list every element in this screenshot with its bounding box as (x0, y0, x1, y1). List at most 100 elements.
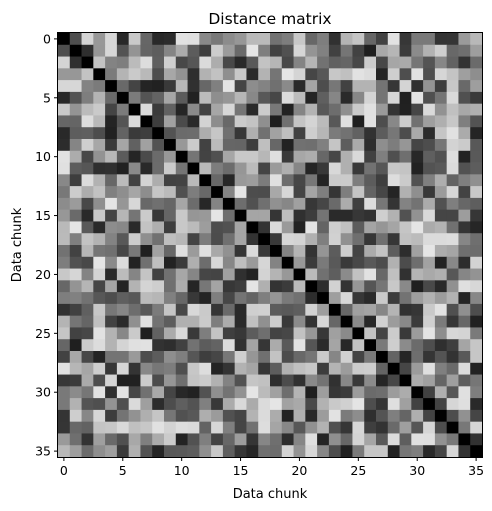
heatmap-cell (458, 398, 471, 411)
heatmap-cell (446, 339, 459, 352)
heatmap-cell (434, 80, 448, 93)
heatmap-cell (328, 433, 342, 446)
heatmap-cell (128, 209, 141, 222)
heatmap-cell (364, 409, 377, 423)
heatmap-cell (222, 268, 236, 281)
heatmap-cell (446, 245, 459, 258)
heatmap-cell (258, 209, 271, 222)
heatmap-cell (164, 315, 177, 328)
heatmap-cell (293, 233, 306, 246)
heatmap-cell (81, 362, 94, 375)
heatmap-cell (164, 127, 177, 140)
heatmap-cell (305, 351, 318, 364)
heatmap-cell (340, 339, 353, 352)
heatmap-cell (328, 445, 342, 458)
heatmap-cell (140, 186, 153, 199)
heatmap-cell (340, 33, 353, 46)
heatmap-cell (58, 33, 71, 46)
heatmap-cell (434, 44, 448, 57)
heatmap-cell (258, 280, 271, 293)
heatmap-cell (281, 386, 294, 399)
heatmap-cell (423, 91, 436, 105)
heatmap-cell (69, 421, 82, 434)
heatmap-cell (69, 386, 82, 399)
heatmap-cell (81, 139, 94, 152)
heatmap-cell (128, 115, 141, 128)
heatmap-cell (446, 44, 459, 57)
heatmap-cell (246, 91, 259, 105)
heatmap-cell (222, 445, 236, 458)
heatmap-cell (328, 150, 342, 163)
heatmap-cell (69, 327, 82, 340)
heatmap-cell (305, 162, 318, 175)
heatmap-cell (116, 127, 130, 140)
heatmap-cell (246, 280, 259, 293)
heatmap-cell (246, 315, 259, 328)
heatmap-cell (128, 221, 141, 234)
heatmap-cell (128, 197, 141, 211)
heatmap-cell (399, 103, 412, 116)
heatmap-cell (434, 91, 448, 105)
heatmap-cell (352, 103, 365, 116)
heatmap-cell (199, 268, 212, 281)
heatmap-cell (458, 421, 471, 434)
heatmap-cell (164, 162, 177, 175)
heatmap-cell (128, 68, 141, 81)
heatmap-cell (164, 68, 177, 81)
x-tick-label: 30 (409, 463, 425, 478)
heatmap-cell (340, 409, 353, 423)
heatmap-cell (270, 33, 283, 46)
heatmap-cell (175, 115, 188, 128)
heatmap-cell (411, 197, 424, 211)
heatmap-cell (116, 327, 130, 340)
heatmap-cell (411, 398, 424, 411)
heatmap-cell (470, 174, 483, 187)
heatmap-cell (376, 445, 389, 458)
heatmap-cell (164, 268, 177, 281)
y-tick-label: 0 (43, 31, 51, 46)
heatmap-cell (222, 362, 236, 375)
heatmap-cell (222, 433, 236, 446)
heatmap-cell (434, 386, 448, 399)
heatmap-cell (81, 315, 94, 328)
heatmap-cell (81, 209, 94, 222)
heatmap-cell (446, 68, 459, 81)
heatmap-cell (270, 80, 283, 93)
y-tick-label: 20 (35, 267, 51, 282)
heatmap-cell (387, 433, 400, 446)
heatmap-cell (164, 374, 177, 387)
heatmap-cell (352, 68, 365, 81)
heatmap-cell (152, 33, 165, 46)
heatmap-cell (246, 197, 259, 211)
heatmap-cell (387, 103, 400, 116)
heatmap-cell (222, 103, 236, 116)
heatmap-cell (187, 33, 200, 46)
heatmap-cell (93, 339, 106, 352)
heatmap-cell (446, 433, 459, 446)
heatmap-cell (328, 280, 342, 293)
heatmap-cell (340, 303, 353, 317)
heatmap-cell (58, 409, 71, 423)
heatmap-cell (164, 445, 177, 458)
heatmap-cell (199, 445, 212, 458)
heatmap-cell (399, 245, 412, 258)
heatmap-cell (93, 245, 106, 258)
heatmap-cell (470, 351, 483, 364)
heatmap-cell (305, 56, 318, 69)
heatmap-cell (152, 162, 165, 175)
heatmap-cell (234, 80, 247, 93)
heatmap-cell (258, 409, 271, 423)
heatmap-cell (140, 409, 153, 423)
heatmap-cell (211, 339, 224, 352)
heatmap-cell (423, 268, 436, 281)
heatmap-cell (423, 421, 436, 434)
heatmap-cell (387, 91, 400, 105)
heatmap-cell (164, 103, 177, 116)
heatmap-cell (105, 362, 118, 375)
heatmap-cell (434, 33, 448, 46)
heatmap-cell (58, 303, 71, 317)
heatmap-cell (352, 292, 365, 305)
heatmap-cell (140, 245, 153, 258)
heatmap-cell (128, 91, 141, 105)
heatmap-cell (105, 386, 118, 399)
